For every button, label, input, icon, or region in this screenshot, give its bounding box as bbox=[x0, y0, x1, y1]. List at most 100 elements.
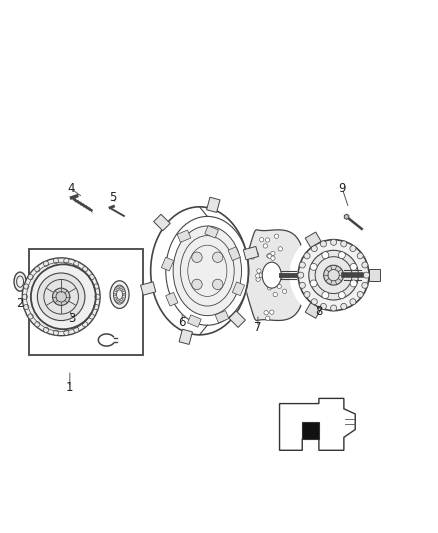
Circle shape bbox=[350, 246, 356, 252]
Circle shape bbox=[120, 286, 122, 289]
Bar bbox=[187, 315, 201, 327]
Ellipse shape bbox=[262, 262, 281, 288]
Circle shape bbox=[350, 298, 356, 305]
Polygon shape bbox=[244, 230, 304, 320]
Circle shape bbox=[74, 261, 79, 266]
Text: 4: 4 bbox=[67, 182, 75, 195]
Circle shape bbox=[362, 262, 368, 268]
Bar bbox=[161, 257, 173, 271]
Circle shape bbox=[53, 288, 70, 305]
Circle shape bbox=[310, 263, 317, 270]
Bar bbox=[177, 230, 191, 243]
Text: 5: 5 bbox=[110, 191, 117, 204]
Circle shape bbox=[321, 241, 326, 247]
Circle shape bbox=[257, 269, 261, 273]
Polygon shape bbox=[244, 246, 258, 260]
Circle shape bbox=[322, 292, 329, 298]
Text: 6: 6 bbox=[179, 316, 186, 329]
Bar bbox=[228, 247, 240, 261]
Circle shape bbox=[89, 314, 94, 319]
Bar bbox=[29, 249, 143, 355]
Circle shape bbox=[95, 294, 100, 300]
Circle shape bbox=[53, 330, 59, 335]
Circle shape bbox=[304, 292, 310, 297]
Circle shape bbox=[263, 244, 268, 248]
Circle shape bbox=[265, 238, 270, 242]
Circle shape bbox=[321, 303, 326, 310]
Circle shape bbox=[292, 270, 297, 274]
Circle shape bbox=[339, 252, 345, 259]
Text: 9: 9 bbox=[339, 182, 346, 195]
Polygon shape bbox=[344, 214, 349, 220]
Circle shape bbox=[324, 265, 343, 285]
Circle shape bbox=[28, 274, 33, 280]
Circle shape bbox=[341, 303, 347, 310]
Circle shape bbox=[339, 292, 345, 298]
Polygon shape bbox=[154, 214, 170, 231]
Circle shape bbox=[267, 286, 272, 290]
Circle shape bbox=[212, 279, 223, 289]
Polygon shape bbox=[369, 269, 380, 281]
Circle shape bbox=[120, 300, 122, 303]
Text: 7: 7 bbox=[254, 320, 261, 334]
Circle shape bbox=[64, 258, 69, 263]
Circle shape bbox=[350, 263, 357, 270]
Circle shape bbox=[362, 282, 368, 288]
Bar bbox=[232, 282, 245, 296]
Circle shape bbox=[298, 272, 304, 278]
Circle shape bbox=[277, 284, 281, 288]
Polygon shape bbox=[207, 197, 220, 213]
Circle shape bbox=[290, 231, 378, 319]
Ellipse shape bbox=[150, 204, 249, 338]
Circle shape bbox=[265, 316, 270, 320]
Circle shape bbox=[311, 246, 317, 252]
Circle shape bbox=[256, 277, 260, 281]
Circle shape bbox=[309, 251, 358, 300]
Text: 3: 3 bbox=[68, 312, 76, 325]
Circle shape bbox=[322, 252, 329, 259]
Circle shape bbox=[328, 270, 339, 281]
Circle shape bbox=[283, 289, 287, 293]
Text: 1: 1 bbox=[66, 381, 74, 394]
Circle shape bbox=[37, 273, 85, 320]
Polygon shape bbox=[141, 282, 156, 295]
Circle shape bbox=[278, 276, 282, 280]
Circle shape bbox=[89, 274, 94, 280]
Circle shape bbox=[271, 256, 275, 260]
Circle shape bbox=[350, 280, 357, 287]
Circle shape bbox=[298, 240, 369, 311]
Circle shape bbox=[310, 280, 317, 287]
Circle shape bbox=[22, 294, 28, 300]
Circle shape bbox=[254, 252, 259, 256]
Circle shape bbox=[74, 327, 79, 333]
Ellipse shape bbox=[173, 226, 241, 316]
Circle shape bbox=[122, 289, 125, 292]
Circle shape bbox=[267, 254, 271, 258]
Circle shape bbox=[35, 321, 40, 327]
Circle shape bbox=[357, 292, 363, 297]
Circle shape bbox=[331, 239, 337, 245]
Circle shape bbox=[311, 298, 317, 305]
Ellipse shape bbox=[14, 272, 26, 291]
Circle shape bbox=[364, 272, 370, 278]
Circle shape bbox=[260, 238, 264, 242]
Circle shape bbox=[331, 305, 337, 311]
Polygon shape bbox=[179, 329, 192, 344]
Polygon shape bbox=[305, 303, 321, 318]
Circle shape bbox=[114, 289, 117, 292]
Bar bbox=[215, 311, 229, 323]
Circle shape bbox=[266, 279, 270, 284]
Circle shape bbox=[192, 252, 202, 262]
Circle shape bbox=[43, 261, 49, 266]
Circle shape bbox=[250, 249, 254, 253]
Circle shape bbox=[255, 274, 260, 278]
Circle shape bbox=[22, 258, 100, 336]
Circle shape bbox=[341, 241, 347, 247]
Circle shape bbox=[122, 297, 125, 300]
Circle shape bbox=[271, 252, 275, 256]
Circle shape bbox=[64, 330, 69, 335]
Polygon shape bbox=[305, 232, 321, 247]
Circle shape bbox=[264, 311, 268, 315]
Circle shape bbox=[357, 253, 363, 259]
Circle shape bbox=[299, 282, 305, 288]
